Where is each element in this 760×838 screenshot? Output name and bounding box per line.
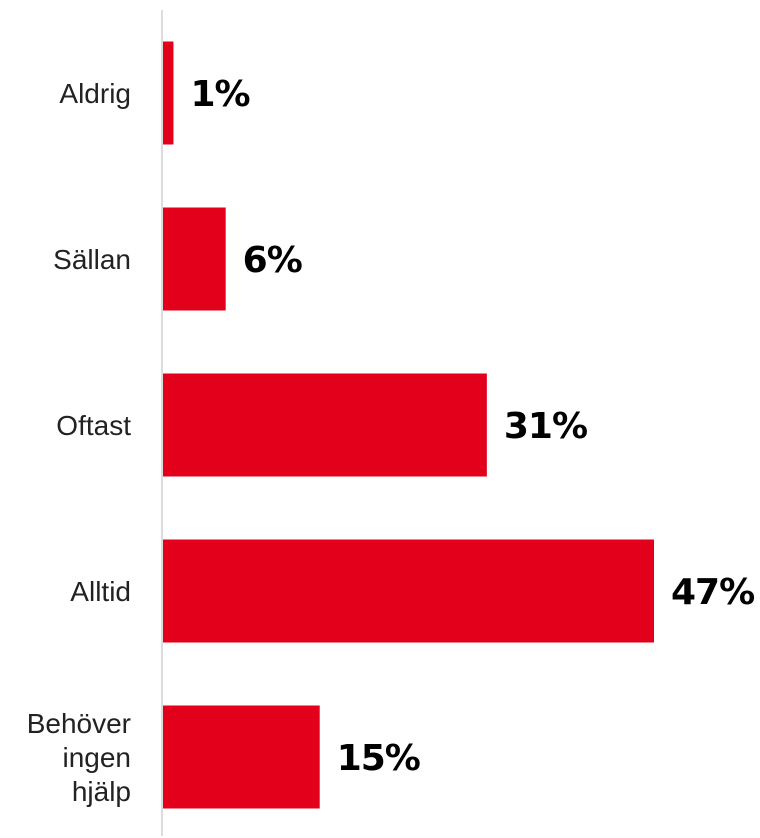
bar-3 bbox=[163, 539, 654, 643]
category-label-3: Alltid bbox=[70, 576, 131, 607]
category-label-2: Oftast bbox=[56, 410, 131, 441]
category-label-line: ingen bbox=[62, 742, 131, 773]
bars-group bbox=[163, 41, 654, 809]
category-label-line: Alltid bbox=[70, 576, 131, 607]
category-label-line: Sällan bbox=[53, 244, 131, 275]
value-label-0: 1% bbox=[190, 74, 249, 115]
bar-1 bbox=[163, 207, 226, 311]
value-labels-group: 1% 6% 31% 47% 15% bbox=[190, 74, 755, 779]
category-labels-group: Aldrig Sällan Oftast Alltid Behöver ingen hjäl… bbox=[27, 78, 132, 807]
value-label-1: 6% bbox=[243, 240, 302, 281]
value-label-2: 31% bbox=[504, 406, 587, 447]
value-label-4: 15% bbox=[337, 738, 420, 779]
category-label-line: Behöver bbox=[27, 708, 131, 739]
category-label-0: Aldrig bbox=[59, 78, 131, 109]
bar-0 bbox=[163, 41, 174, 145]
category-label-line: Aldrig bbox=[59, 78, 131, 109]
bar-4 bbox=[163, 705, 320, 809]
value-label-3: 47% bbox=[671, 572, 754, 613]
category-label-4: Behöver ingen hjälp bbox=[27, 708, 131, 807]
bar-2 bbox=[163, 373, 487, 477]
category-label-line: hjälp bbox=[72, 776, 131, 807]
category-label-1: Sällan bbox=[53, 244, 131, 275]
category-label-line: Oftast bbox=[56, 410, 131, 441]
